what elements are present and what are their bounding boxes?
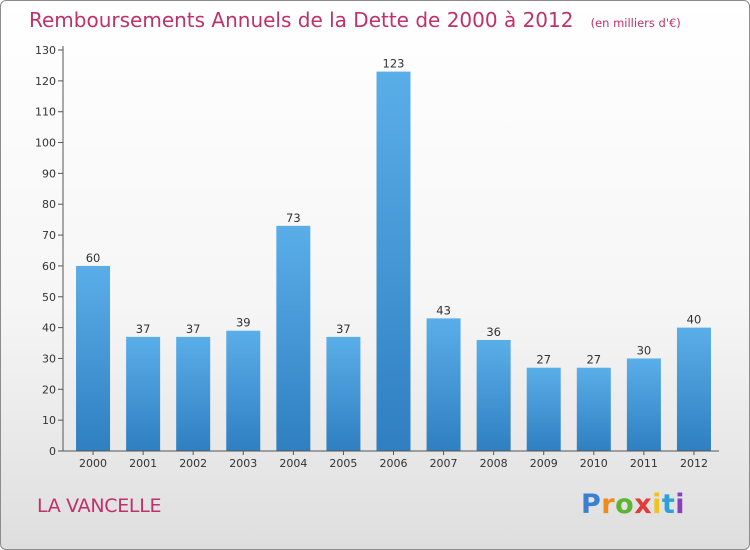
y-tick-label: 130 [35,44,56,57]
x-tick-label: 2006 [380,457,408,470]
bar-2002 [176,336,211,451]
y-tick-label: 80 [42,198,56,211]
x-tick-label: 2010 [580,457,608,470]
place-name: LA VANCELLE [37,495,162,517]
chart-unit: (en milliers d'€) [590,16,681,30]
bar-value-label: 43 [436,303,451,317]
x-tick-label: 2008 [480,457,508,470]
y-tick-label: 0 [49,445,56,458]
bar-value-label: 40 [687,313,702,327]
chart-title: Remboursements Annuels de la Dette de 20… [29,8,574,32]
x-tick-label: 2007 [430,457,458,470]
logo-letter: i [675,489,686,520]
x-tick-label: 2000 [79,457,107,470]
bar-2005 [326,336,361,451]
bar-2000 [76,265,111,451]
x-tick-label: 2004 [279,457,307,470]
bar-2004 [276,225,311,451]
y-tick-label: 50 [42,291,56,304]
bar-2009 [526,367,561,451]
bar-value-label: 123 [383,57,405,71]
bars: 60 37 37 39 73 37 123 43 36 27 27 30 40 [76,57,711,451]
bar-value-label: 36 [486,325,501,339]
bar-value-label: 39 [236,316,251,330]
logo-letter: P [581,489,602,520]
x-tick-label: 2001 [129,457,157,470]
x-tick-label: 2003 [229,457,257,470]
y-tick-label: 30 [42,352,56,365]
x-axis: 2000 2001 2002 2003 2004 2005 2006 2007 2008 2009… [61,450,719,470]
y-axis: 0 10 20 30 40 50 60 70 80 90 100 110 120 130 [35,44,64,458]
bar-value-label: 27 [586,353,601,367]
bar-value-label: 37 [336,322,351,336]
y-tick-label: 20 [42,383,56,396]
y-tick-label: 110 [35,106,56,119]
y-tick-label: 100 [35,137,56,150]
logo-letter: t [661,489,676,520]
bar-2001 [126,336,161,451]
x-tick-label: 2005 [329,457,357,470]
bar-2010 [576,367,611,451]
y-tick-label: 40 [42,322,56,335]
y-tick-label: 120 [35,75,56,88]
bar-value-label: 37 [136,322,151,336]
bar-2011 [626,358,661,451]
bar-value-label: 30 [637,343,652,357]
title-row: Remboursements Annuels de la Dette de 20… [29,8,681,32]
y-tick-label: 10 [42,414,56,427]
bar-value-label: 73 [286,211,301,225]
x-tick-label: 2011 [630,457,658,470]
logo-letter: i [652,489,662,520]
bar-2012 [676,327,711,451]
y-tick-label: 70 [42,229,56,242]
bar-2003 [226,330,261,451]
bar-value-label: 27 [536,353,551,367]
logo-letter: r [601,489,616,520]
bar-value-label: 37 [186,322,201,336]
bar-value-label: 60 [86,251,101,265]
bar-2006 [376,71,411,451]
x-tick-label: 2009 [530,457,558,470]
x-tick-label: 2012 [680,457,708,470]
bar-2008 [476,339,511,451]
proxiti-logo: Proxiti [581,489,685,520]
y-tick-label: 60 [42,260,56,273]
y-tick-label: 90 [42,167,56,180]
logo-letter: x [634,489,653,520]
x-tick-label: 2002 [179,457,207,470]
logo-letter: o [615,489,635,520]
bar-2007 [426,318,461,451]
